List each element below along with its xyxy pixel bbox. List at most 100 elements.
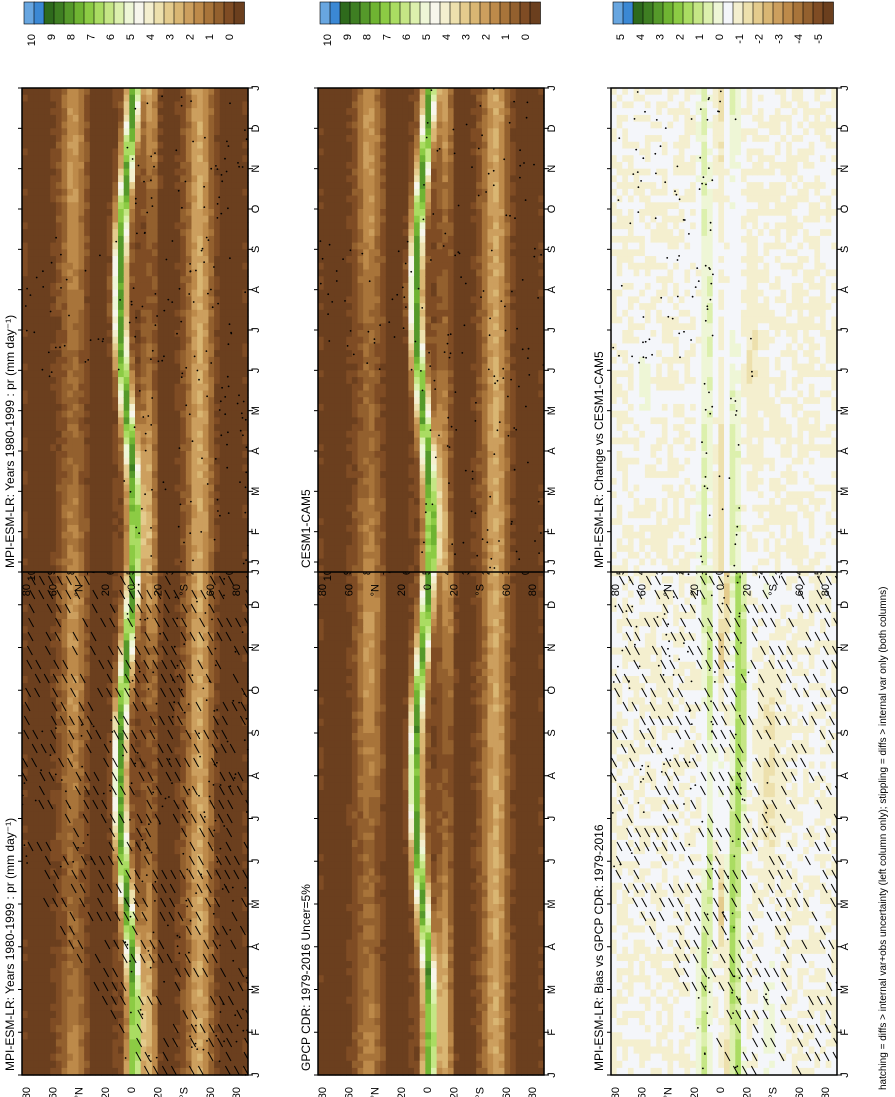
heatmap-cell (135, 1025, 142, 1033)
heatmap-cell (101, 633, 108, 641)
heatmap-cell (112, 733, 119, 741)
heatmap-cell (151, 761, 159, 770)
heatmap-cell (151, 782, 159, 791)
heatmap-cell (55, 410, 63, 418)
heatmap-cell (208, 676, 215, 684)
heatmap-cell (236, 1060, 243, 1069)
heatmap-cell (89, 471, 97, 479)
heatmap-cell (22, 397, 29, 405)
heatmap-cell (95, 996, 102, 1005)
heatmap-cell (44, 854, 51, 862)
heatmap-cell (38, 854, 46, 862)
heatmap-cell (101, 94, 108, 103)
heatmap-cell (78, 640, 85, 649)
stipple-dot (188, 951, 190, 954)
stipple-dot (173, 701, 176, 704)
heatmap-cell (135, 697, 142, 706)
hatch-line (26, 659, 33, 670)
heatmap-cell (236, 825, 243, 834)
heatmap-cell (106, 626, 113, 634)
heatmap-cell (78, 647, 85, 656)
hatch-line (217, 813, 224, 824)
heatmap-cell (89, 229, 97, 237)
heatmap-cell (50, 953, 57, 962)
heatmap-cell (84, 676, 91, 684)
heatmap-cell (231, 576, 238, 584)
hatch-line (59, 925, 66, 936)
heatmap-cell (174, 697, 181, 706)
heatmap-cell (168, 968, 176, 976)
heatmap-cell (84, 551, 91, 560)
stipple-dot (145, 874, 148, 876)
heatmap-cell (214, 747, 221, 755)
heatmap-cell (123, 1053, 130, 1062)
heatmap-cell (22, 733, 29, 741)
heatmap-cell (185, 790, 193, 798)
heatmap-cell (185, 875, 193, 884)
heatmap-cell (78, 343, 85, 351)
heatmap-cell (38, 437, 46, 445)
heatmap-cell (219, 619, 226, 627)
heatmap-cell (38, 818, 46, 827)
heatmap-cell (61, 740, 68, 748)
stipple-dot (216, 709, 219, 711)
heatmap-cell (219, 982, 226, 991)
heatmap-cell (95, 545, 102, 553)
heatmap-cell (44, 1046, 51, 1055)
heatmap-cell (123, 256, 130, 264)
heatmap-cell (78, 1060, 85, 1069)
heatmap-cell (157, 668, 164, 677)
heatmap-cell (61, 498, 68, 506)
heatmap-cell (208, 918, 215, 926)
heatmap-cell (129, 309, 136, 318)
heatmap-cell (242, 1018, 249, 1026)
heatmap-cell (197, 654, 204, 663)
heatmap-cell (231, 875, 238, 884)
heatmap-cell (236, 690, 243, 698)
heatmap-cell (101, 229, 108, 237)
stipple-dot (134, 902, 136, 904)
heatmap-cell (55, 518, 63, 526)
heatmap-cell (151, 676, 159, 684)
heatmap-cell (50, 242, 57, 250)
heatmap-cell (38, 316, 46, 324)
heatmap-cell (140, 626, 147, 634)
heatmap-cell (67, 484, 74, 492)
heatmap-cell (197, 583, 204, 592)
heatmap-cell (135, 711, 142, 720)
heatmap-cell (112, 108, 119, 116)
hatch-line (154, 813, 161, 824)
heatmap-cell (174, 946, 181, 955)
heatmap-cell (22, 804, 29, 812)
heatmap-cell (44, 1025, 51, 1033)
heatmap-cell (168, 1039, 176, 1048)
heatmap-cell (89, 330, 97, 338)
heatmap-cell (236, 1039, 243, 1048)
heatmap-cell (112, 925, 119, 934)
heatmap-cell (135, 861, 142, 869)
hatch-line (44, 869, 51, 880)
hatch-line (181, 813, 188, 824)
hatch-line (137, 995, 144, 1006)
heatmap-cell (95, 269, 102, 277)
heatmap-cell (72, 363, 80, 371)
heatmap-cell (22, 1039, 29, 1048)
heatmap-cell (242, 633, 249, 641)
heatmap-cell (78, 818, 85, 827)
heatmap-cell (151, 604, 159, 613)
stipple-dot (244, 887, 247, 889)
hatch-line (191, 785, 198, 796)
heatmap-cell (95, 989, 102, 998)
heatmap-cell (101, 424, 108, 432)
heatmap-cell (101, 818, 108, 827)
heatmap-cell (72, 911, 80, 919)
heatmap-cell (78, 704, 85, 713)
heatmap-cell (27, 262, 34, 271)
heatmap-cell (219, 775, 226, 784)
heatmap-cell (22, 975, 29, 983)
heatmap-cell (123, 590, 130, 599)
heatmap-cell (27, 148, 34, 156)
heatmap-cell (95, 128, 102, 136)
heatmap-cell (202, 968, 210, 976)
heatmap-cell (168, 1046, 176, 1055)
